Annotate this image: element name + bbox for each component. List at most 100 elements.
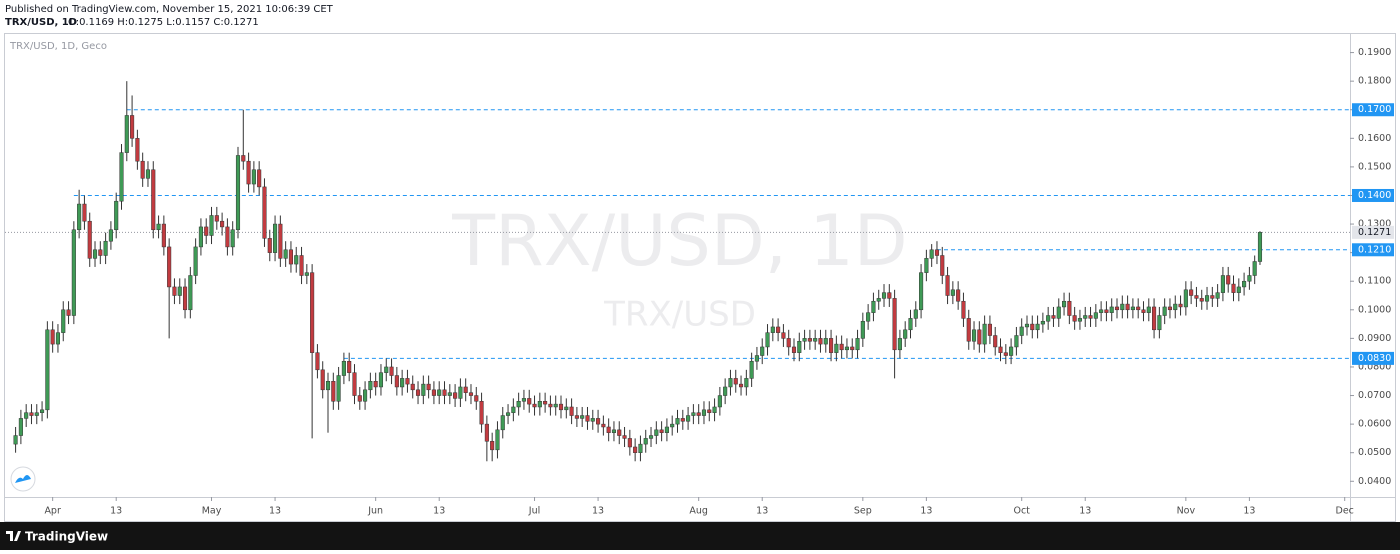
candle-body	[357, 395, 362, 402]
candle-body	[167, 246, 172, 288]
y-tick-label: 0.1800	[1358, 76, 1391, 87]
y-tick-label: 0.0700	[1358, 390, 1391, 401]
candle-body	[431, 389, 436, 396]
candle-body	[98, 249, 103, 256]
candle-body	[246, 160, 251, 185]
candle-body	[225, 226, 230, 248]
candle-body	[1178, 303, 1183, 308]
candle-body	[537, 401, 542, 408]
candle-body	[850, 346, 855, 351]
y-tick-label: 0.0400	[1358, 476, 1391, 487]
candle-body	[648, 435, 654, 439]
candle-body	[950, 289, 955, 296]
candle-body	[368, 381, 373, 391]
candle-body	[712, 406, 717, 413]
candle-body	[24, 412, 29, 419]
candle-body	[1141, 309, 1146, 313]
candle-body	[220, 220, 225, 228]
candle-body	[1231, 283, 1236, 293]
candle-body	[235, 155, 241, 231]
candle-body	[458, 386, 463, 399]
candle-body	[1046, 315, 1051, 322]
symbol: TRX/USD, 1D	[5, 17, 77, 28]
candle-body	[1183, 289, 1188, 308]
candle-body	[606, 426, 611, 433]
candle-body	[998, 346, 1003, 353]
footer-bar	[0, 522, 1400, 550]
plot-layer: 0.0400 0.0500 0.0600 0.0700 0.0800 0.0900 0.10…	[5, 47, 1394, 517]
candle-body	[294, 255, 299, 265]
x-tick-label: 13	[592, 506, 604, 517]
last-price-label: 0.1271	[1358, 227, 1391, 238]
candle-body	[325, 381, 331, 391]
candle-body	[643, 438, 648, 445]
x-tick-label: 13	[1079, 506, 1091, 517]
candle-body	[241, 155, 246, 162]
candle-body	[733, 378, 738, 385]
candle-body	[1040, 320, 1045, 325]
candle-body	[1114, 306, 1120, 311]
y-tick-label: 0.1000	[1358, 304, 1391, 315]
candle-body	[299, 255, 304, 276]
candle-body	[834, 343, 839, 353]
candle-body	[897, 338, 902, 351]
candle-body	[717, 395, 722, 408]
candle-body	[92, 249, 98, 259]
candle-body	[198, 226, 203, 248]
candle-body	[945, 275, 950, 296]
ohlc-readout: O:0.1169 H:0.1275 L:0.1157 C:0.1271	[68, 17, 259, 28]
candle-body	[881, 292, 887, 299]
candle-body	[1236, 286, 1241, 293]
candle-body	[701, 409, 707, 416]
candle-body	[1215, 292, 1220, 299]
candle-body	[1019, 326, 1024, 336]
candle-body	[924, 258, 929, 273]
candle-body	[182, 286, 188, 311]
candle-body	[574, 415, 579, 419]
candle-body	[1220, 275, 1225, 293]
candle-body	[214, 215, 219, 222]
candle-body	[87, 220, 92, 259]
candle-body	[585, 415, 590, 422]
candle-body	[633, 446, 638, 453]
candle-body	[209, 215, 214, 236]
candle-body	[543, 401, 548, 405]
candle-body	[638, 443, 643, 453]
candle-body	[82, 203, 87, 222]
candle-body	[797, 340, 802, 353]
candle-body	[283, 249, 288, 259]
candle-body	[156, 223, 161, 231]
candle-body	[140, 160, 145, 179]
candle-body	[484, 423, 489, 442]
candle-body	[405, 378, 410, 385]
candle-body	[474, 395, 479, 402]
candle-body	[278, 223, 283, 259]
candle-body	[580, 415, 585, 419]
level-label-box	[1352, 351, 1394, 365]
candle-body	[659, 429, 664, 433]
candle-body	[500, 415, 505, 431]
candle-body	[908, 318, 913, 331]
candle-body	[363, 389, 368, 402]
candle-body	[707, 409, 712, 413]
candle-body	[786, 338, 791, 348]
candle-body	[426, 383, 431, 391]
level-label: 0.0830	[1358, 353, 1391, 364]
candle-body	[77, 203, 82, 231]
candle-body	[304, 272, 309, 276]
candle-body	[1257, 232, 1263, 262]
candle-body	[1210, 295, 1215, 299]
candle-body	[929, 249, 934, 259]
candle-body	[569, 406, 574, 416]
candle-body	[511, 406, 516, 413]
candle-body	[421, 383, 426, 396]
candle-body	[1199, 298, 1204, 302]
candle-body	[844, 346, 849, 351]
candle-body	[1109, 306, 1114, 313]
candle-body	[664, 426, 669, 433]
candle-body	[288, 249, 293, 265]
level-label-box	[1352, 243, 1394, 257]
candle-body	[172, 286, 177, 296]
x-tick-label: 13	[110, 506, 122, 517]
candle-body	[876, 298, 881, 302]
